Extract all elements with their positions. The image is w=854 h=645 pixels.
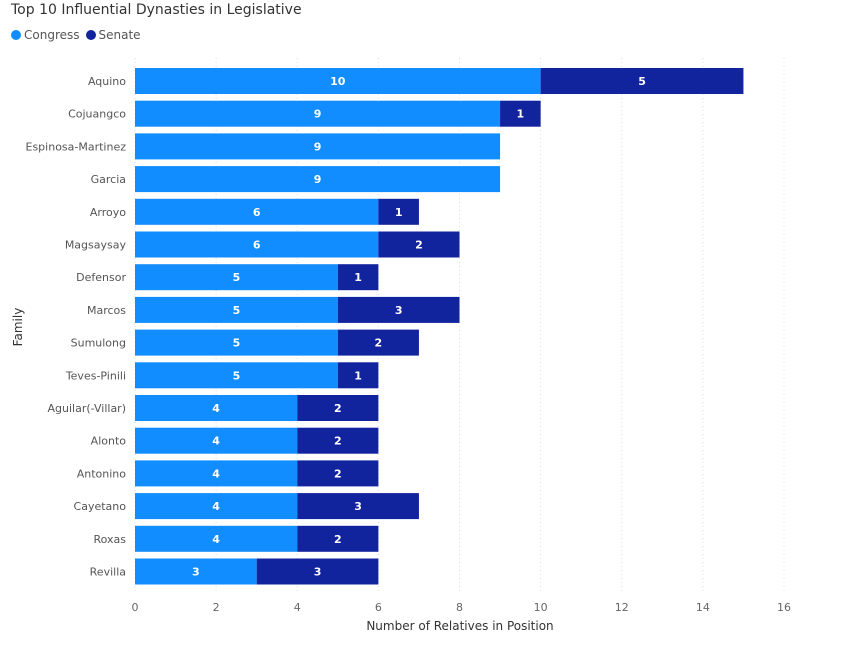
bar-congress [135, 525, 298, 552]
data-label: 5 [233, 271, 241, 284]
legend: Congress Senate [11, 28, 141, 42]
bar-congress [135, 362, 338, 389]
data-label: 9 [314, 108, 322, 121]
chart-title: Top 10 Influential Dynasties in Legislat… [11, 2, 302, 18]
y-tick-label: Garcia [91, 173, 126, 186]
data-label: 2 [334, 435, 342, 448]
data-label: 4 [212, 500, 220, 513]
bar-congress [135, 395, 298, 421]
x-tick-label: 2 [213, 601, 220, 614]
data-label: 3 [192, 566, 200, 579]
y-tick-label: Espinosa-Martinez [26, 140, 127, 153]
data-label: 5 [233, 369, 241, 382]
data-label: 2 [415, 239, 423, 252]
data-label: 1 [395, 206, 403, 219]
x-tick-label: 12 [615, 601, 629, 614]
data-label: 10 [330, 75, 346, 88]
bar-senate [378, 231, 460, 258]
data-label: 1 [354, 271, 362, 284]
legend-senate-label[interactable]: Senate [98, 28, 141, 42]
y-tick-label: Antonino [77, 467, 127, 480]
bar-congress [135, 231, 379, 258]
bar-senate [540, 68, 744, 94]
y-tick-label: Cayetano [74, 500, 127, 513]
bar-senate [378, 198, 419, 225]
y-tick-label: Arroyo [90, 206, 126, 219]
y-tick-label: Marcos [87, 304, 126, 317]
bar-senate [297, 525, 379, 552]
bar-congress [135, 198, 379, 225]
y-tick-label: Aquino [88, 75, 126, 88]
data-label: 5 [233, 304, 241, 317]
bar-congress [135, 558, 257, 585]
y-tick-label: Alonto [91, 435, 127, 448]
bar-congress [135, 296, 338, 323]
y-tick-label: Aguilar(-Villar) [48, 402, 126, 415]
data-label: 1 [517, 108, 525, 121]
x-tick-label: 4 [294, 601, 301, 614]
y-axis-title: Family [11, 308, 25, 347]
bar-congress [135, 100, 501, 127]
data-label: 2 [334, 533, 342, 546]
bar-congress [135, 264, 338, 291]
legend-senate-marker [85, 30, 96, 40]
bar-senate [337, 264, 379, 291]
data-label: 5 [233, 337, 241, 350]
y-tick-label: Sumulong [71, 337, 126, 350]
bar-senate [337, 296, 460, 323]
y-tick-label: Defensor [76, 271, 126, 284]
x-tick-label: 14 [696, 601, 710, 614]
y-tick-label: Magsaysay [65, 239, 127, 252]
data-label: 9 [314, 140, 322, 153]
data-label: 1 [354, 369, 362, 382]
data-label: 3 [395, 304, 403, 317]
x-axis-title: Number of Relatives in Position [366, 619, 553, 633]
x-tick-label: 8 [456, 601, 463, 614]
data-label: 4 [212, 435, 220, 448]
y-tick-label: Cojuangco [68, 108, 126, 121]
bar-senate [297, 493, 419, 520]
legend-congress-marker [11, 30, 21, 40]
x-tick-label: 6 [375, 601, 382, 614]
data-label: 4 [212, 402, 220, 415]
bar-senate [297, 460, 379, 487]
bar-congress [135, 460, 298, 487]
data-label: 9 [314, 173, 322, 186]
bar-congress [135, 166, 501, 193]
data-label: 6 [253, 239, 261, 252]
bar-congress [135, 133, 501, 160]
bar-congress [135, 427, 298, 454]
bar-senate [297, 395, 379, 421]
bar-congress [135, 68, 541, 94]
bar-congress [135, 493, 298, 520]
data-label: 2 [375, 337, 383, 350]
data-label: 6 [253, 206, 261, 219]
y-tick-label: Teves-Pinili [65, 369, 126, 382]
y-tick-label: Roxas [93, 533, 126, 546]
bar-senate [337, 329, 419, 356]
x-tick-label: 16 [777, 601, 791, 614]
bar-senate [337, 362, 379, 389]
y-tick-label: Revilla [90, 566, 126, 579]
data-label: 3 [354, 500, 362, 513]
data-label: 4 [212, 533, 220, 546]
data-label: 3 [314, 566, 322, 579]
data-label: 2 [334, 467, 342, 480]
data-label: 5 [638, 75, 646, 88]
legend-congress-label[interactable]: Congress [24, 28, 80, 42]
bar-senate [256, 558, 379, 585]
data-label: 4 [212, 467, 220, 480]
bar-congress [135, 329, 338, 356]
x-tick-label: 0 [132, 601, 139, 614]
x-tick-label: 10 [534, 601, 548, 614]
data-label: 2 [334, 402, 342, 415]
bar-senate [500, 100, 541, 127]
bar-senate [297, 427, 379, 454]
